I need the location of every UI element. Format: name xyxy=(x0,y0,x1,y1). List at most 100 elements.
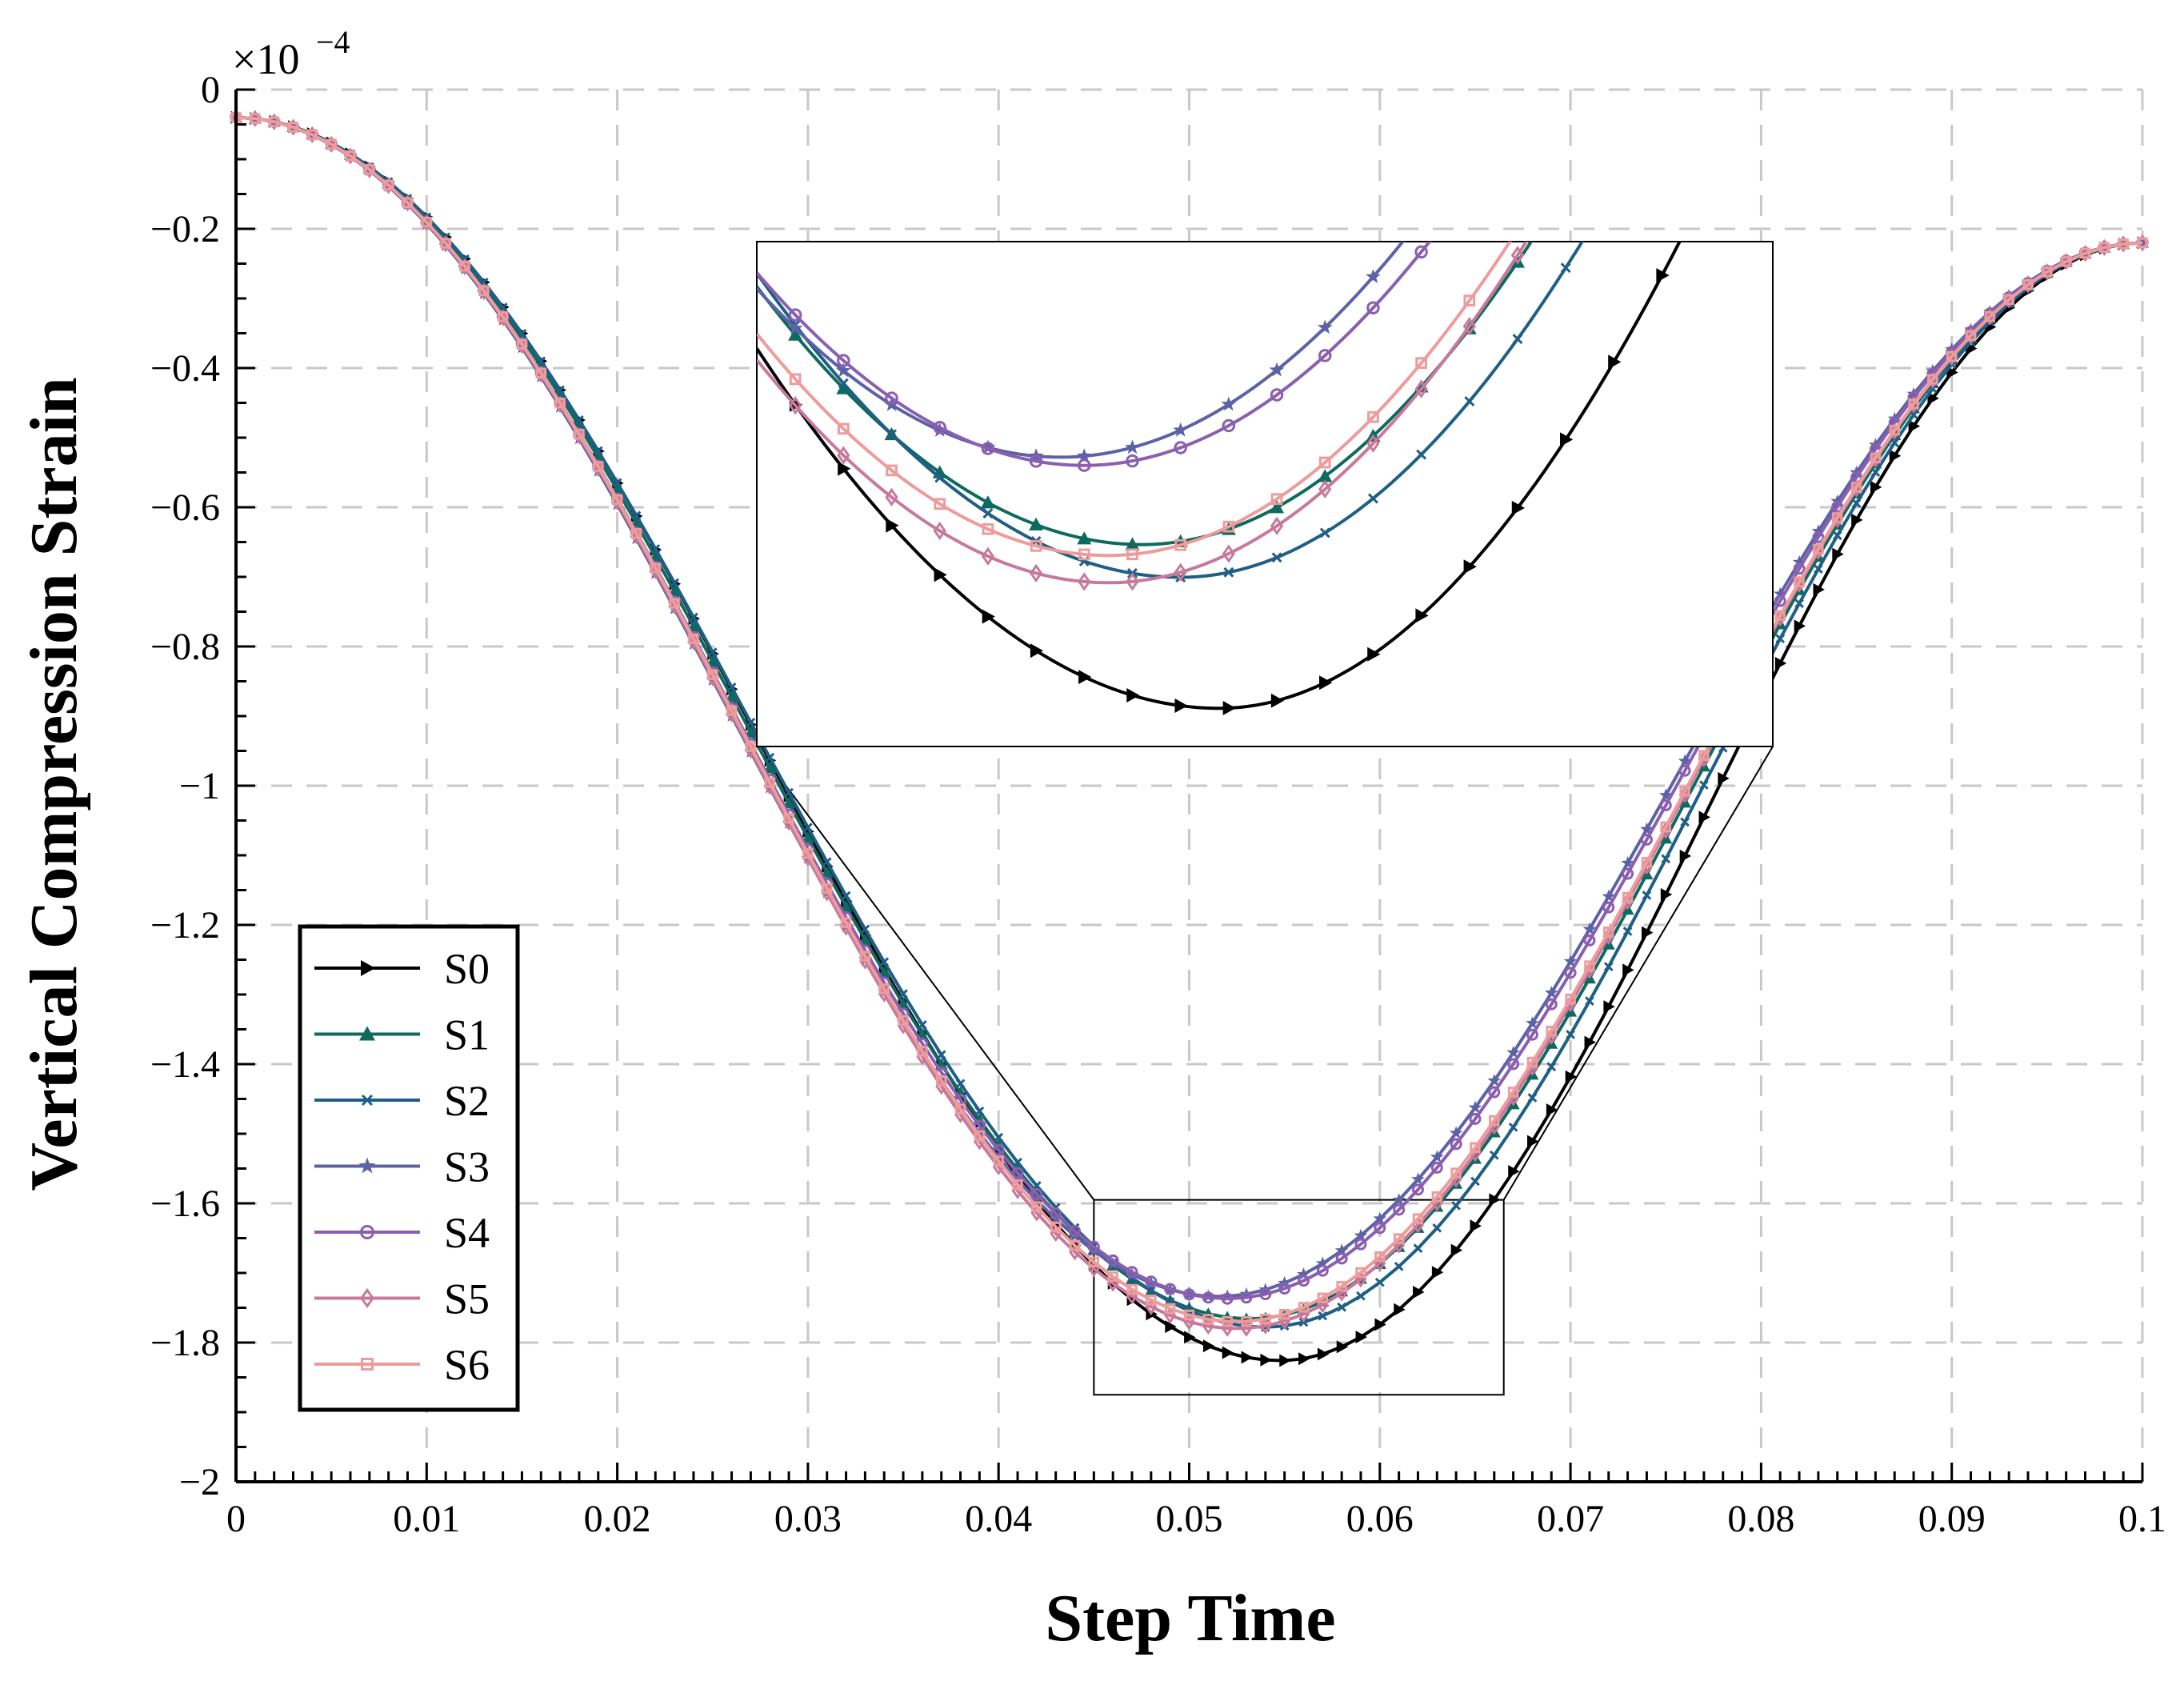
inset-point-S0 xyxy=(1559,432,1574,447)
data-point-S6 xyxy=(1908,398,1919,410)
data-point-S3 xyxy=(1640,822,1654,835)
data-point-S4 xyxy=(1393,1203,1406,1216)
data-point-S2 xyxy=(1146,1286,1156,1296)
data-point-S0 xyxy=(1546,1103,1558,1117)
inset-point-S5 xyxy=(1318,479,1332,499)
legend-item-S4: S4 xyxy=(314,1209,490,1257)
inset-point-S0 xyxy=(1463,559,1477,574)
data-point-S0 xyxy=(1603,1000,1615,1014)
data-point-S3 xyxy=(1506,1045,1520,1059)
x-tick-label: 0.1 xyxy=(2118,1498,2166,1540)
data-point-S6 xyxy=(287,122,299,133)
inset-point-S5 xyxy=(1414,379,1428,398)
data-point-S0 xyxy=(1317,1347,1330,1361)
data-point-S2 xyxy=(1775,634,1786,644)
inset-point-S0 xyxy=(1511,500,1525,515)
inset-point-S4 xyxy=(933,421,946,434)
data-point-S6 xyxy=(630,528,642,539)
data-point-S6 xyxy=(669,598,680,609)
data-point-S4 xyxy=(1259,1288,1272,1301)
data-point-S6 xyxy=(726,705,738,716)
y-multiplier-exponent: −4 xyxy=(316,24,350,60)
data-point-S6 xyxy=(1126,1283,1138,1295)
inset-point-S4 xyxy=(1174,441,1187,454)
data-point-S0 xyxy=(1222,1346,1234,1359)
y-tick-label: −0.8 xyxy=(150,626,220,668)
data-point-S2 xyxy=(650,544,661,554)
data-point-S6 xyxy=(898,1015,909,1027)
inset-point-S0 xyxy=(1030,643,1044,658)
x-tick-label: 0 xyxy=(226,1498,246,1540)
inset-point-S6 xyxy=(1367,410,1379,423)
data-point-S6 xyxy=(1202,1314,1214,1325)
x-tick-label: 0.02 xyxy=(584,1498,651,1540)
x-axis-title: Step Time xyxy=(1045,1581,1335,1655)
inset-series xyxy=(757,242,1682,715)
data-point-S2 xyxy=(994,1132,1004,1143)
inset-line-S4 xyxy=(757,242,1432,467)
data-point-S3 xyxy=(1297,1267,1310,1280)
data-point-S2 xyxy=(803,822,813,832)
data-point-S0 xyxy=(1794,619,1806,633)
data-point-S6 xyxy=(516,338,528,350)
data-point-S6 xyxy=(1946,350,1958,362)
inset-point-S5 xyxy=(1366,434,1380,453)
inset-point-S0 xyxy=(886,518,899,533)
inset-point-S3 xyxy=(1173,422,1189,437)
zoom-inset xyxy=(756,241,1774,747)
data-point-S2 xyxy=(1413,1243,1423,1254)
data-point-S6 xyxy=(306,129,318,140)
data-point-S6 xyxy=(1183,1309,1195,1321)
data-point-S4 xyxy=(1640,833,1653,846)
data-point-S4 xyxy=(1622,867,1634,880)
inset-point-S6 xyxy=(1078,548,1090,561)
inset-point-S0 xyxy=(1174,698,1188,714)
zoom-connector-left xyxy=(756,746,1095,1201)
inset-point-S6 xyxy=(1415,357,1427,370)
data-point-S4 xyxy=(1011,1167,1024,1179)
data-point-S6 xyxy=(1146,1295,1157,1306)
inset-point-S5 xyxy=(981,546,995,566)
data-point-S1 xyxy=(1450,1177,1463,1189)
data-point-S6 xyxy=(345,150,356,162)
data-point-S2 xyxy=(1470,1176,1480,1187)
y-tick-label: −1.2 xyxy=(150,904,220,947)
inset-frame xyxy=(756,241,1774,747)
data-point-S6 xyxy=(936,1075,947,1087)
data-point-S6 xyxy=(574,429,585,440)
y-multiplier-label: ×10 −4 xyxy=(232,24,350,83)
y-tick-label: −1 xyxy=(179,765,220,807)
data-point-S4 xyxy=(1183,1288,1195,1301)
inset-point-S2 xyxy=(1416,449,1427,460)
inset-point-S4 xyxy=(1078,458,1091,472)
legend-marker-S6 xyxy=(361,1358,374,1371)
data-point-S2 xyxy=(1356,1291,1366,1301)
y-tick-label: −1.4 xyxy=(150,1043,220,1086)
inset-point-S6 xyxy=(1463,294,1476,306)
inset-point-S0 xyxy=(1319,675,1333,690)
legend-label-S2: S2 xyxy=(444,1077,490,1125)
data-point-S2 xyxy=(1622,927,1633,936)
data-point-S2 xyxy=(1527,1093,1538,1103)
data-point-S2 xyxy=(918,1019,927,1030)
data-point-S0 xyxy=(1489,1193,1501,1207)
inset-point-S2 xyxy=(1464,396,1475,407)
data-point-S3 xyxy=(1621,855,1634,869)
legend-marker-S5 xyxy=(360,1287,374,1309)
y-tick-label: 0 xyxy=(201,69,220,111)
data-point-S2 xyxy=(574,414,584,425)
data-point-S4 xyxy=(1678,764,1691,777)
inset-point-S6 xyxy=(1030,540,1042,552)
inset-point-S2 xyxy=(1560,262,1571,274)
data-point-S3 xyxy=(1334,1243,1349,1257)
y-tick-label: −0.6 xyxy=(150,486,220,529)
x-tick-label: 0.09 xyxy=(1918,1498,1986,1540)
inset-point-S4 xyxy=(1366,301,1380,315)
legend-item-S1: S1 xyxy=(314,1011,490,1059)
data-point-S2 xyxy=(670,578,679,588)
data-point-S2 xyxy=(726,682,737,692)
data-point-S0 xyxy=(1260,1353,1272,1367)
data-point-S4 xyxy=(992,1144,1005,1157)
series-lines xyxy=(229,109,2150,1367)
data-point-S6 xyxy=(364,164,375,175)
